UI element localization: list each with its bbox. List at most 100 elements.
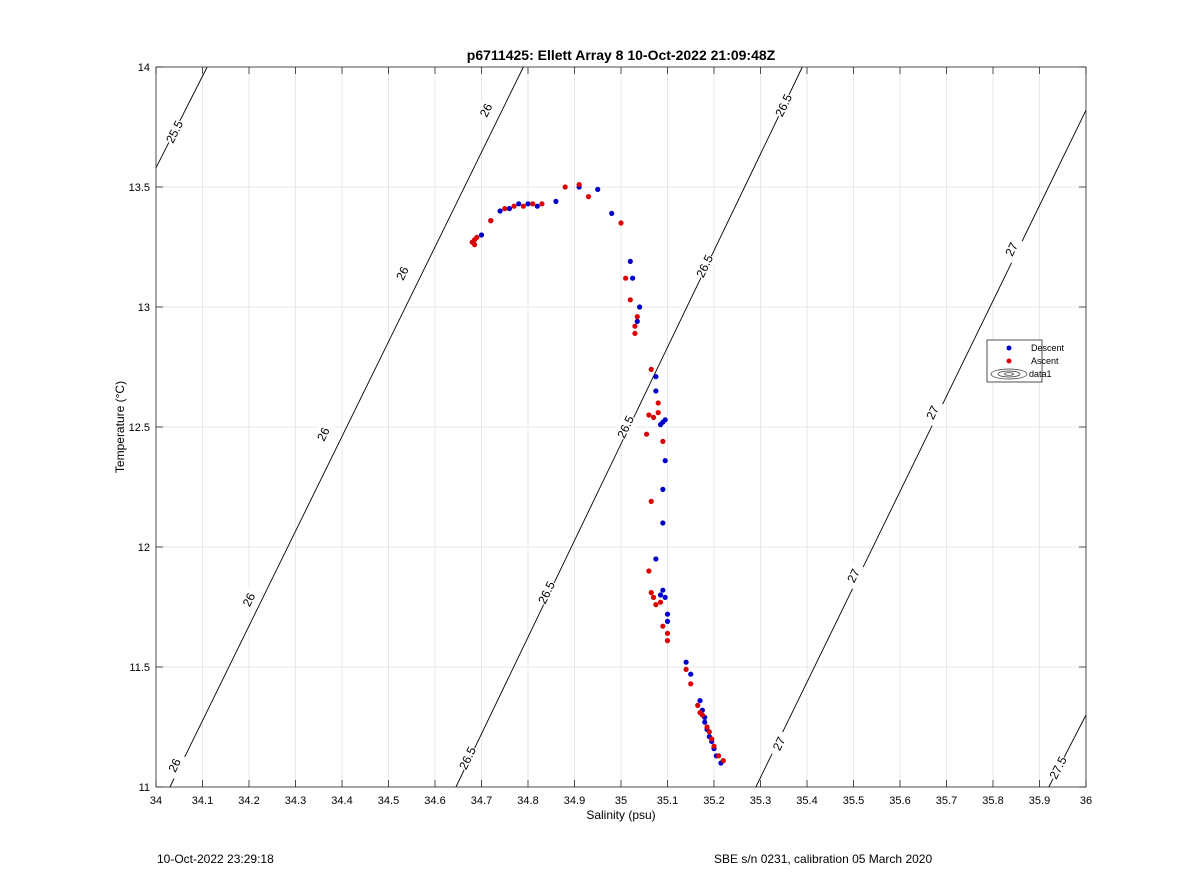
contour-label-bg (692, 251, 718, 281)
contour-label: 26 (165, 756, 184, 774)
descent-point (627, 258, 633, 264)
contour-line (755, 110, 1087, 788)
ascent-point (655, 410, 661, 416)
ascent-point (664, 630, 671, 637)
ascent-point (511, 203, 517, 209)
x-tick-label: 34.8 (517, 795, 538, 807)
contour-label: 26 (477, 101, 496, 119)
x-tick-label: 35.5 (843, 795, 864, 807)
descent-point (688, 671, 694, 677)
descent-point (553, 198, 559, 204)
ascent-point (704, 724, 710, 730)
descent-point (657, 422, 664, 428)
legend-data1-label: data1 (1029, 369, 1052, 379)
y-tick-label: 11 (139, 782, 150, 794)
ascent-point (643, 431, 650, 437)
data-points (469, 182, 726, 766)
x-axis-label: Salinity (psu) (586, 808, 655, 822)
descent-point (702, 719, 708, 725)
footer-timestamp: 10-Oct-2022 23:29:18 (157, 852, 274, 866)
ascent-point (650, 414, 657, 420)
descent-point (634, 318, 640, 324)
contour-label-bg (162, 751, 188, 780)
ascent-point (720, 758, 726, 764)
ascent-point (695, 702, 701, 709)
legend-descent-marker (1006, 345, 1012, 351)
ascent-point (469, 239, 475, 245)
descent-point (516, 201, 522, 207)
x-tick-label: 35.9 (1029, 795, 1050, 807)
contour-label-bg (999, 235, 1025, 264)
ascent-point (632, 323, 638, 329)
contour-label-bg (534, 578, 560, 607)
contour-label: 26 (314, 425, 333, 443)
descent-point (657, 592, 664, 598)
x-tick-label: 35.1 (657, 795, 678, 807)
x-tick-label: 34.9 (564, 795, 585, 807)
contour-label: 27 (770, 734, 789, 752)
ascent-point (474, 234, 480, 240)
descent-point (662, 458, 668, 464)
legend: Descent Ascent data1 (986, 339, 1065, 383)
legend-descent-label: Descent (1031, 343, 1065, 353)
x-tick-label: 35.7 (936, 795, 957, 807)
footer-calibration: SBE s/n 0231, calibration 05 March 2020 (714, 852, 933, 866)
descent-point (478, 232, 485, 238)
ascent-point (502, 206, 508, 212)
contour-label-bg (613, 412, 639, 442)
x-tick-label: 34.1 (192, 795, 213, 807)
descent-point (664, 611, 671, 617)
y-tick-label: 12 (138, 542, 150, 554)
descent-point (697, 698, 703, 704)
descent-point (660, 486, 666, 492)
ascent-point (709, 736, 715, 742)
descent-point (660, 520, 666, 526)
x-tick-label: 36 (1080, 795, 1092, 807)
contour-label: 27 (844, 566, 863, 584)
ascent-point (520, 203, 526, 209)
ascent-point (618, 220, 624, 226)
descent-point (595, 186, 601, 192)
ascent-point (648, 590, 654, 596)
ascent-point (576, 182, 582, 188)
axis-ticks: 34 34.1 34.2 34.3 34.4 34.5 34.6 34.7 34.8 34.9 35… (129, 62, 1093, 807)
x-tick-label: 35.2 (703, 795, 724, 807)
ascent-point (650, 594, 657, 601)
ascent-point (627, 297, 633, 303)
contour-label-bg (766, 729, 792, 759)
ascent-point (648, 366, 654, 372)
ascent-point (655, 400, 661, 406)
ascent-point (657, 599, 664, 605)
x-tick-label: 35 (615, 795, 627, 807)
contour-label-bg (455, 743, 480, 773)
legend-ascent-label: Ascent (1031, 356, 1059, 366)
contour-label: 27 (923, 403, 942, 421)
ascent-point (660, 623, 666, 629)
y-tick-label: 13 (138, 302, 150, 314)
descent-point (609, 210, 615, 216)
ascent-point (664, 638, 671, 644)
descent-point (662, 594, 668, 601)
ascent-point (623, 275, 629, 281)
descent-point (660, 587, 666, 593)
x-tick-label: 35.6 (889, 795, 910, 807)
contour-label: 26 (393, 264, 412, 282)
contour-label-bg (162, 117, 188, 147)
ascent-point (688, 681, 694, 687)
ascent-point (660, 438, 666, 444)
descent-point (637, 304, 643, 310)
ascent-point (646, 412, 652, 418)
ascent-point (634, 314, 640, 320)
ascent-point (530, 201, 536, 207)
y-tick-label: 14 (138, 62, 150, 74)
x-tick-label: 34 (150, 795, 162, 807)
ascent-point (711, 743, 717, 749)
contour-label: 27 (1002, 240, 1021, 258)
ascent-point (646, 568, 652, 574)
legend-contour-icon (990, 368, 1028, 380)
ascent-point (706, 729, 712, 735)
descent-point (653, 388, 659, 394)
contour-label: 26 (240, 590, 259, 608)
x-tick-label: 35.3 (750, 795, 771, 807)
